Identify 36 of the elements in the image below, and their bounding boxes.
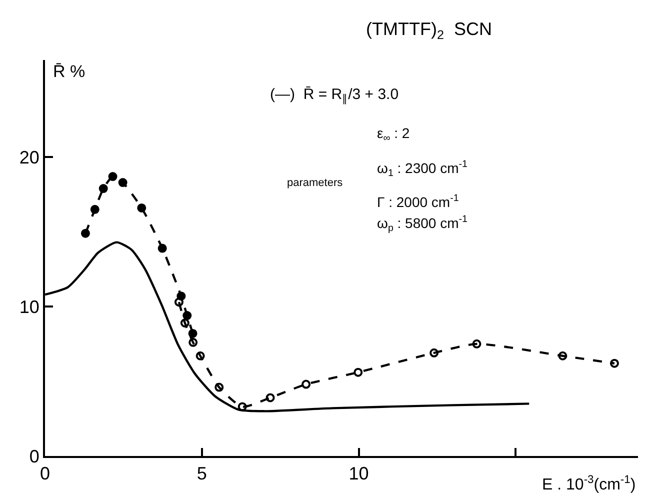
- chart-title: (TMTTF)$_{2}$ SCN: [366, 19, 492, 42]
- point: [610, 358, 619, 368]
- point: [90, 204, 100, 214]
- point: [108, 172, 118, 182]
- y-axis-title: R̄ %: [53, 62, 86, 81]
- point: [182, 311, 192, 320]
- annotation: ε$_{∞}$ : 2: [377, 125, 410, 144]
- point: [158, 244, 167, 253]
- x-tick-label: 5: [196, 464, 207, 484]
- point: [558, 351, 568, 360]
- point: [472, 339, 482, 348]
- point: [238, 402, 247, 412]
- point: [118, 178, 128, 188]
- point: [266, 393, 275, 402]
- annotation: ω$_{p}$ : 5800 cm$^{-1}$: [377, 214, 468, 234]
- annotation: (—) R̄ = R$_{∥}$/3 + 3.0: [270, 86, 399, 106]
- point: [302, 380, 311, 389]
- point: [354, 368, 363, 377]
- y-tick-label: 10: [19, 296, 40, 317]
- annotation: parameters: [287, 177, 344, 189]
- point: [137, 203, 146, 212]
- point: [80, 228, 90, 238]
- x-tick-label: 10: [348, 464, 369, 484]
- point: [430, 348, 439, 358]
- annotation: ω$_{1}$ : 2300 cm$^{-1}$: [377, 159, 468, 179]
- x-axis-title: E . 10$^{-3}$(cm$^{-1}$): [542, 474, 636, 494]
- point: [196, 351, 205, 360]
- y-tick-label: 0: [29, 446, 40, 466]
- y-tick-label: 20: [19, 147, 40, 168]
- point: [98, 184, 108, 194]
- point: [188, 328, 198, 338]
- point: [188, 338, 198, 347]
- point: [180, 318, 190, 328]
- point: [214, 382, 224, 392]
- annotation: Γ : 2000 cm$^{-1}$: [377, 193, 459, 210]
- point: [174, 298, 184, 307]
